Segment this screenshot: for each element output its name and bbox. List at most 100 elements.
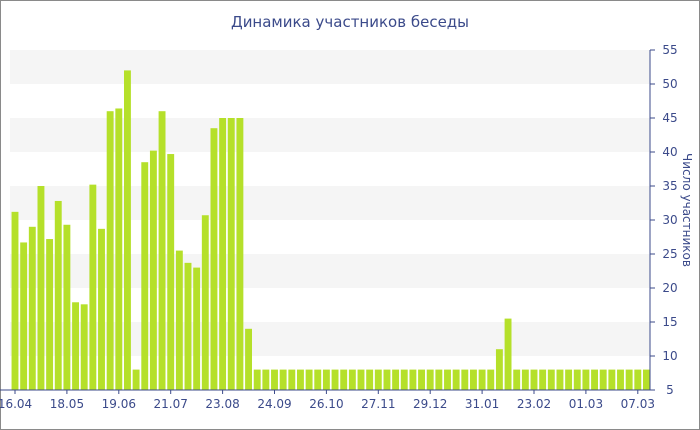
grid-bands xyxy=(10,50,650,356)
bar xyxy=(634,369,642,390)
x-tick-label: 16.04 xyxy=(0,397,32,411)
y-tick-label: 20 xyxy=(662,281,677,295)
bar xyxy=(383,369,391,390)
bar xyxy=(547,369,555,390)
bar xyxy=(539,369,547,390)
bar xyxy=(366,369,374,390)
bar xyxy=(124,70,131,391)
bar xyxy=(435,369,443,390)
bar xyxy=(374,369,382,390)
bar xyxy=(322,369,330,390)
grid-band xyxy=(10,118,650,152)
bar xyxy=(279,369,287,390)
bar xyxy=(331,369,339,390)
bar xyxy=(149,150,157,390)
bar xyxy=(201,215,209,390)
bar xyxy=(175,250,183,390)
bar xyxy=(625,369,633,390)
bar xyxy=(253,369,261,390)
bar xyxy=(565,369,573,390)
x-axis-ticks: 16.04 18.05 19.06 21.07 23.08 24.09 26.10 27.11… xyxy=(0,390,655,411)
x-tick-label: 27.11 xyxy=(361,397,395,411)
y-tick-label: 30 xyxy=(662,213,677,227)
bar xyxy=(158,111,166,390)
bar xyxy=(392,369,400,390)
bar xyxy=(227,118,235,390)
bar xyxy=(132,369,140,390)
bar xyxy=(80,304,88,390)
y-tick-label: 25 xyxy=(662,247,677,261)
bar xyxy=(444,369,451,390)
y-tick-label: 35 xyxy=(662,179,677,193)
y-tick-label: 40 xyxy=(662,145,677,159)
bar xyxy=(591,369,598,390)
bar xyxy=(106,111,114,390)
bar xyxy=(599,369,607,390)
y-tick-label: 50 xyxy=(662,77,677,91)
y-tick-label: 5 xyxy=(666,383,674,397)
grid-band xyxy=(10,254,650,288)
bar xyxy=(271,369,278,390)
bar xyxy=(573,369,581,390)
bar-series xyxy=(11,70,650,391)
bar xyxy=(426,369,434,390)
bar xyxy=(28,226,36,390)
bar xyxy=(357,369,365,390)
bar xyxy=(245,328,252,390)
bar xyxy=(617,369,624,390)
bar xyxy=(305,369,313,390)
bar xyxy=(487,369,495,390)
bar xyxy=(513,369,521,390)
bar xyxy=(478,369,486,390)
bar xyxy=(495,349,503,390)
grid-band xyxy=(10,186,650,220)
bar xyxy=(470,369,477,390)
grid-band xyxy=(10,50,650,84)
chart-title: Динамика участников беседы xyxy=(230,13,470,31)
bar xyxy=(582,369,590,390)
bar xyxy=(20,242,28,390)
bar xyxy=(314,369,322,390)
bar xyxy=(452,369,460,390)
x-tick-label: 23.08 xyxy=(205,397,239,411)
bar xyxy=(89,184,97,390)
x-tick-label: 07.03 xyxy=(621,397,655,411)
x-tick-label: 23.02 xyxy=(517,397,551,411)
y-axis-ticks: 5 10 15 20 25 30 35 40 45 50 55 xyxy=(650,43,678,397)
bar xyxy=(193,267,201,390)
bar xyxy=(63,224,71,390)
x-tick-label: 01.03 xyxy=(569,397,603,411)
y-axis-label: Число участников xyxy=(680,153,694,267)
grid-band xyxy=(10,322,650,356)
bar xyxy=(37,186,45,390)
bar xyxy=(167,154,175,390)
bar xyxy=(530,369,538,390)
bar xyxy=(141,162,149,390)
x-tick-label: 31.01 xyxy=(465,397,499,411)
y-tick-label: 55 xyxy=(662,43,677,57)
bar xyxy=(461,369,469,390)
x-tick-label: 21.07 xyxy=(154,397,188,411)
x-tick-label: 29.12 xyxy=(413,397,447,411)
bar xyxy=(504,318,512,390)
bar xyxy=(340,369,348,390)
bar xyxy=(643,369,650,390)
bar xyxy=(262,369,270,390)
bar xyxy=(219,118,227,390)
bar xyxy=(115,108,123,390)
bar xyxy=(98,228,105,390)
bar xyxy=(54,200,62,390)
bar xyxy=(236,118,244,390)
x-tick-label: 19.06 xyxy=(102,397,136,411)
y-tick-label: 10 xyxy=(662,349,677,363)
bar xyxy=(72,302,79,390)
y-tick-label: 15 xyxy=(662,315,677,329)
bar xyxy=(409,369,417,390)
bar xyxy=(348,369,356,390)
bar xyxy=(11,211,19,390)
bar xyxy=(46,239,54,390)
bar xyxy=(418,369,425,390)
bar xyxy=(184,262,192,390)
bar xyxy=(210,128,218,390)
